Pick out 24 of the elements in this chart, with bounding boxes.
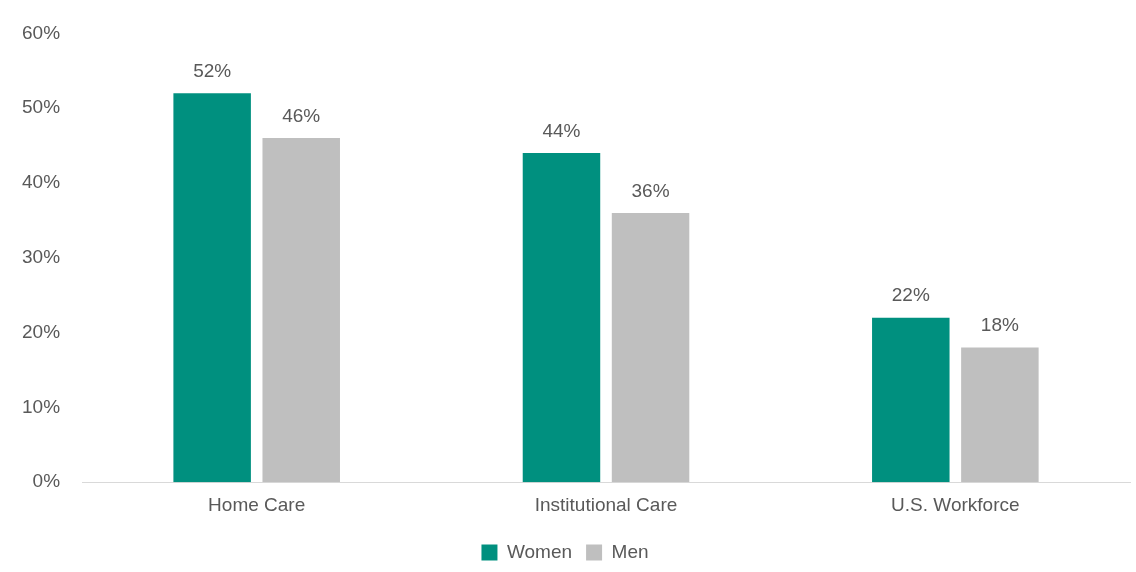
- x-tick-label: Institutional Care: [534, 493, 678, 515]
- legend-label: Men: [611, 540, 649, 562]
- x-tick-label: U.S. Workforce: [891, 493, 1020, 515]
- bar: [872, 317, 950, 483]
- y-tick-label: 60%: [22, 21, 61, 43]
- data-label: 36%: [631, 179, 670, 201]
- y-tick-label: 20%: [22, 320, 61, 342]
- x-tick-label: Home Care: [208, 493, 306, 515]
- legend-label: Women: [506, 540, 573, 562]
- bar: [611, 212, 690, 483]
- bar: [522, 153, 601, 483]
- data-label: 44%: [542, 119, 581, 141]
- bar: [262, 138, 340, 483]
- data-label: 18%: [980, 314, 1019, 336]
- y-tick-label: 30%: [22, 246, 61, 268]
- y-tick-label: 10%: [22, 395, 61, 417]
- y-tick-label: 50%: [22, 96, 61, 118]
- bar: [961, 347, 1039, 483]
- data-label: 22%: [891, 284, 930, 306]
- y-tick-label: 40%: [22, 171, 61, 193]
- y-tick-label: 0%: [32, 470, 61, 492]
- bar: [173, 93, 251, 483]
- data-label: 52%: [193, 59, 232, 81]
- data-label: 46%: [282, 104, 321, 126]
